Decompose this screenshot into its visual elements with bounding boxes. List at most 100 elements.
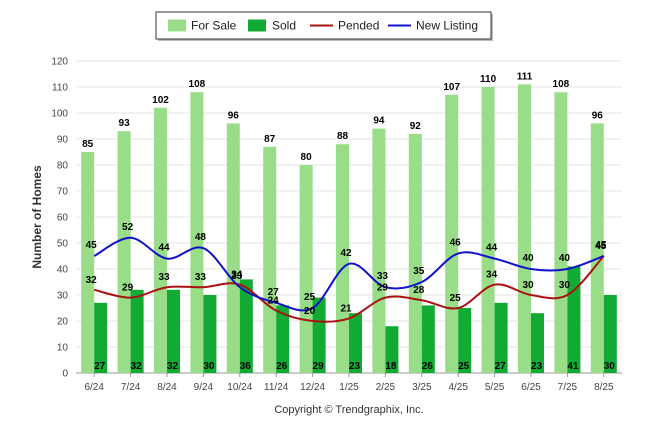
for-sale-value-label: 92: [410, 121, 422, 132]
pended-value-label: 45: [595, 241, 607, 252]
x-tick-label: 2/25: [376, 382, 396, 393]
legend-label-new-listing: New Listing: [416, 19, 478, 33]
x-tick-label: 6/25: [521, 382, 541, 393]
for-sale-value-label: 93: [119, 118, 131, 129]
sold-value-label: 30: [203, 361, 215, 372]
sold-bar: [494, 302, 508, 373]
sold-value-label: 27: [94, 361, 106, 372]
y-tick-label: 60: [57, 213, 69, 224]
pended-value-label: 30: [559, 280, 571, 291]
for-sale-value-label: 108: [553, 79, 570, 90]
x-tick-label: 9/24: [194, 382, 214, 393]
for-sale-bar: [554, 92, 568, 373]
x-tick-label: 5/25: [485, 382, 505, 393]
new-listing-value-label: 33: [231, 271, 243, 282]
for-sale-bar: [299, 165, 313, 373]
x-tick-label: 10/24: [227, 382, 252, 393]
new-listing-line: [93, 236, 605, 312]
for-sale-value-label: 96: [228, 110, 240, 121]
sold-value-label: 29: [313, 361, 325, 372]
x-tick-label: 3/25: [412, 382, 432, 393]
y-tick-label: 20: [57, 317, 69, 328]
pended-value-label: 33: [195, 272, 207, 283]
for-sale-bar: [226, 123, 240, 374]
for-sale-value-label: 88: [337, 131, 349, 142]
sold-value-label: 30: [604, 361, 616, 372]
x-tick-label: 8/25: [594, 382, 614, 393]
pended-value-label: 28: [413, 285, 425, 296]
sold-bar: [312, 297, 326, 373]
for-sale-value-label: 102: [152, 95, 169, 106]
copyright-text: Copyright © Trendgraphix, Inc.: [274, 404, 423, 416]
for-sale-bar: [190, 92, 204, 373]
new-listing-value-label: 44: [158, 243, 170, 254]
pended-value-label: 21: [340, 303, 352, 314]
sold-bar: [94, 302, 108, 373]
new-listing-value-label: 48: [195, 232, 207, 243]
sold-bar: [458, 308, 472, 373]
new-listing-value-label: 42: [340, 248, 352, 259]
pended-value-label: 25: [450, 293, 462, 304]
sold-value-label: 32: [167, 361, 179, 372]
sold-value-label: 32: [131, 361, 143, 372]
for-sale-value-label: 108: [189, 79, 206, 90]
x-tick-label: 8/24: [157, 382, 177, 393]
sold-bar: [276, 305, 290, 373]
y-axis-title: Number of Homes: [30, 165, 44, 269]
pended-value-label: 29: [377, 283, 389, 294]
pended-line: [93, 255, 605, 323]
x-tick-label: 6/24: [84, 382, 104, 393]
sold-value-label: 36: [240, 361, 252, 372]
y-tick-label: 110: [52, 83, 68, 94]
sold-value-label: 41: [567, 361, 579, 372]
legend-swatch-sold: [248, 19, 266, 32]
new-listing-value-label: 46: [450, 237, 462, 248]
pended-value-label: 29: [122, 283, 134, 294]
sold-value-label: 26: [422, 361, 434, 372]
new-listing-value-label: 45: [595, 240, 607, 251]
x-tick-label: 11/24: [264, 382, 289, 393]
y-tick-label: 40: [57, 265, 69, 276]
for-sale-bar: [481, 87, 495, 373]
pended-value-label: 34: [231, 270, 243, 281]
for-sale-bar: [81, 152, 95, 373]
legend-label-pended: Pended: [338, 19, 379, 33]
for-sale-value-label: 96: [592, 110, 604, 121]
y-tick-label: 100: [51, 109, 68, 120]
legend-label-for-sale: For Sale: [191, 19, 237, 33]
new-listing-value-label: 40: [522, 253, 534, 264]
for-sale-value-label: 94: [373, 116, 385, 127]
x-tick-label: 1/25: [339, 382, 359, 393]
new-listing-value-label: 45: [86, 240, 98, 251]
for-sale-bar: [336, 144, 349, 373]
sold-value-label: 23: [531, 361, 543, 372]
for-sale-value-label: 85: [82, 139, 94, 150]
sold-bar: [421, 305, 435, 373]
for-sale-bar: [408, 133, 422, 373]
for-sale-bar: [154, 107, 167, 374]
pended-value-label: 20: [304, 306, 316, 317]
sold-bar: [130, 289, 144, 373]
for-sale-value-label: 107: [443, 82, 460, 93]
sold-bar: [203, 295, 217, 373]
for-sale-bar: [518, 84, 531, 374]
sold-bar: [167, 289, 180, 373]
for-sale-bar: [590, 123, 604, 374]
sold-value-label: 25: [458, 361, 470, 372]
for-sale-value-label: 110: [480, 74, 497, 85]
new-listing-value-label: 33: [377, 271, 389, 282]
x-tick-label: 4/25: [448, 382, 468, 393]
new-listing-value-label: 27: [268, 287, 280, 298]
new-listing-value-label: 44: [486, 243, 498, 254]
new-listing-value-label: 35: [413, 266, 425, 277]
sold-value-label: 18: [385, 361, 397, 372]
sold-bar: [349, 313, 362, 373]
pended-value-label: 30: [522, 280, 534, 291]
y-tick-label: 70: [57, 187, 69, 198]
sold-bar: [239, 279, 253, 373]
for-sale-bar: [117, 131, 131, 373]
for-sale-bar: [263, 146, 277, 373]
sold-bar: [531, 313, 544, 373]
